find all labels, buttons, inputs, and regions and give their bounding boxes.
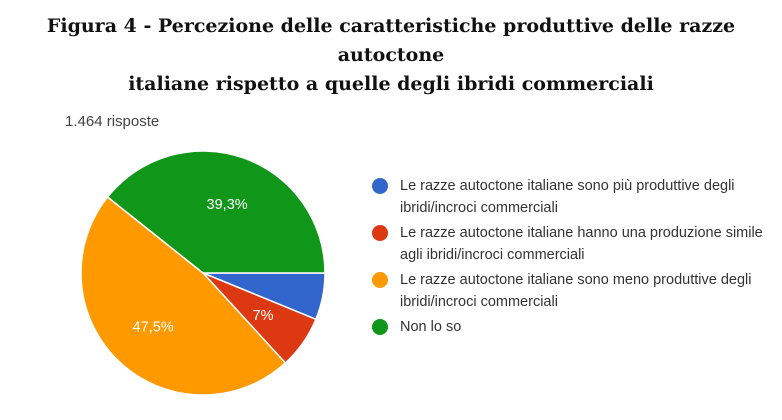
legend-label-3: Non lo so — [400, 319, 462, 335]
legend-item-3[interactable]: Non lo so — [372, 316, 772, 338]
legend-item-2[interactable]: Le razze autoctone italiane sono meno pr… — [372, 269, 772, 313]
chart-legend: Le razze autoctone italiane sono più pro… — [372, 175, 772, 341]
legend-swatch-1 — [372, 225, 388, 241]
legend-swatch-3 — [372, 319, 388, 335]
figure-title: Figura 4 - Percezione delle caratteristi… — [20, 12, 762, 99]
legend-item-1[interactable]: Le razze autoctone italiane hanno una pr… — [372, 222, 772, 266]
pie-slice-label-1: 7% — [253, 308, 274, 324]
figure-title-line-2: italiane rispetto a quelle degli ibridi … — [128, 73, 654, 95]
pie-slice-2[interactable] — [80, 195, 287, 396]
legend-item-0[interactable]: Le razze autoctone italiane sono più pro… — [372, 175, 772, 219]
pie-slice-label-2: 47,5% — [133, 320, 174, 336]
legend-label-0: Le razze autoctone italiane sono più pro… — [400, 178, 735, 216]
figure-title-line-1: Figura 4 - Percezione delle caratteristi… — [46, 15, 736, 66]
legend-swatch-0 — [372, 178, 388, 194]
response-count: 1.464 risposte — [65, 113, 160, 130]
legend-swatch-2 — [372, 272, 388, 288]
legend-label-1: Le razze autoctone italiane hanno una pr… — [400, 225, 763, 263]
pie-slice-label-3: 39,3% — [207, 197, 248, 213]
legend-label-2: Le razze autoctone italiane sono meno pr… — [400, 272, 752, 310]
pie-slice-3[interactable] — [106, 150, 326, 274]
